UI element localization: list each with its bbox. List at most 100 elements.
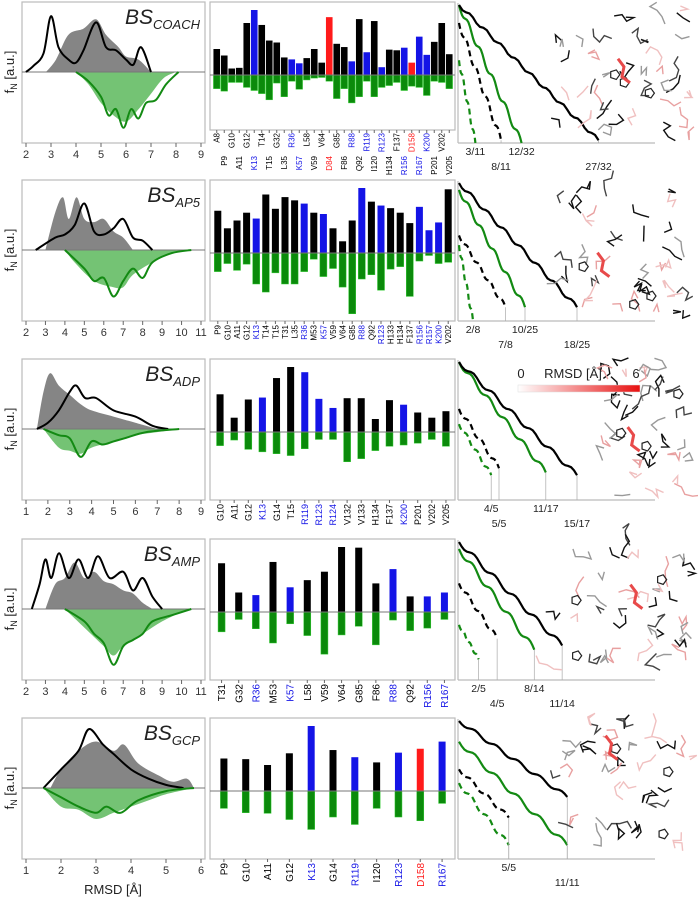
residue-stick <box>676 286 694 302</box>
residue-stick <box>545 610 561 621</box>
x-tick-label: 2 <box>45 506 51 518</box>
bar-upper <box>273 42 281 75</box>
bar-lower <box>337 611 346 636</box>
residue-stick <box>643 652 661 671</box>
residue-stick <box>684 89 694 99</box>
residue-stick <box>608 113 625 126</box>
density-fill-bottom <box>43 788 194 820</box>
bar-lower <box>393 74 401 83</box>
bar-upper <box>252 595 260 612</box>
residue-stick <box>672 832 682 849</box>
x-tick-label: 5 <box>163 865 169 877</box>
bar-lower <box>406 252 414 297</box>
residue-stick <box>599 102 609 111</box>
residue-stick <box>595 816 607 830</box>
bar-lower <box>269 611 277 644</box>
residue-stick <box>635 824 642 839</box>
bar-lower <box>301 431 309 449</box>
bar-lower <box>271 252 280 274</box>
residue-label: R119 <box>350 863 361 887</box>
residue-stick <box>560 86 570 101</box>
bar-upper <box>303 580 311 612</box>
bar-lower <box>241 790 250 813</box>
bar-upper <box>243 212 251 253</box>
panel-title: BSGCP <box>144 722 201 748</box>
bar-lower <box>217 611 226 633</box>
residue-stick <box>657 786 673 793</box>
endpoint-label: 5/5 <box>501 862 516 874</box>
residue-stick <box>589 78 596 94</box>
residue-label: A11 <box>233 324 242 338</box>
bar-upper <box>348 220 356 253</box>
residue-stick <box>614 493 631 497</box>
residue-label: G10 <box>215 504 225 521</box>
residue-stick <box>644 735 668 744</box>
bar-lower <box>358 252 366 280</box>
residue-label: R157 <box>425 324 434 344</box>
bar-upper <box>264 765 272 791</box>
bar-upper <box>258 397 266 432</box>
residue-label: V202 <box>427 504 437 525</box>
residue-stick <box>593 822 602 847</box>
bar-upper <box>406 596 414 612</box>
bar-lower <box>286 431 295 456</box>
legend-gradient-bar <box>517 384 641 393</box>
residue-label: K200 <box>423 132 432 151</box>
y-label-unit: [a.u.] <box>2 51 17 84</box>
residue-stick <box>660 433 671 448</box>
residue-label: F137 <box>406 324 415 343</box>
curve-green-solid <box>457 548 536 651</box>
residue-label: P9 <box>220 863 231 876</box>
x-axis-label: RMSD [Å] <box>84 882 142 897</box>
residue-stick <box>632 204 650 218</box>
residue-stick <box>667 451 681 463</box>
endpoint-label: 8/11 <box>491 161 511 173</box>
cumulative-curve-plot: 3/11 8/11 12/32 27/32 <box>457 3 655 173</box>
x-tick-label: 2 <box>23 686 29 698</box>
residue-label: R123 <box>394 863 405 887</box>
high-rmsd-residue <box>604 734 619 761</box>
residue-stick <box>652 302 660 313</box>
figure-row: 1 2 3 4 5 6 7 8 9 BSADP fN [a.u.] G10 A11 G12 K13 G14 T1… <box>2 357 698 530</box>
residue-stick <box>595 364 613 380</box>
bar-lower <box>434 252 443 264</box>
panel-title-sub: AMP <box>171 554 201 569</box>
residue-label: F86 <box>340 155 349 169</box>
endpoint-label: 15/17 <box>564 518 590 530</box>
curve-green-dashed <box>457 423 493 476</box>
residue-stick <box>644 487 664 500</box>
cumulative-curve-plot: 5/5 11/11 <box>457 719 655 889</box>
residue-stick <box>616 718 634 728</box>
panel-title: BSAP5 <box>147 184 200 210</box>
residue-stick <box>603 170 615 197</box>
y-label-unit: [a.u.] <box>2 588 17 621</box>
residue-stick <box>575 180 592 194</box>
residue-stick <box>550 117 561 128</box>
residue-label: L35 <box>290 324 299 338</box>
curve-black-dashed <box>457 22 503 141</box>
curve-black-dashed <box>457 235 507 308</box>
bar-upper <box>363 52 371 75</box>
rmsd-density-plot: 1 2 3 4 5 6 BSGCP <box>21 717 206 877</box>
residue-stick <box>626 108 637 126</box>
bar-lower <box>223 252 232 264</box>
bar-lower <box>320 611 329 655</box>
residue-stick <box>681 310 691 320</box>
residue-stick <box>557 821 574 829</box>
residue-stick <box>554 250 573 268</box>
residue-stick <box>647 613 666 628</box>
residue-stick <box>586 205 597 218</box>
bar-lower <box>286 611 294 625</box>
endpoint-label: 11/14 <box>549 698 575 710</box>
residue-stick <box>581 745 597 755</box>
residue-label: R123 <box>378 132 387 152</box>
y-label-unit: [a.u.] <box>2 229 17 262</box>
curve-green-solid <box>457 4 523 144</box>
residue-stick <box>649 450 658 460</box>
residue-stick <box>641 791 653 804</box>
residue-stick <box>586 712 596 727</box>
molecular-structure <box>549 712 698 851</box>
bar-upper <box>393 50 401 75</box>
x-tick-label: 10 <box>175 327 187 339</box>
residue-stick <box>595 605 605 614</box>
